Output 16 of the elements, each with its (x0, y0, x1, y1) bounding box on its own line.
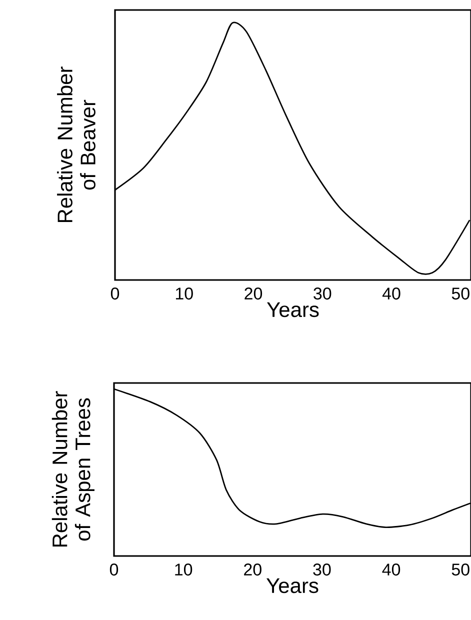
x-tick-label: 30 (313, 564, 331, 576)
y-axis-title: Relative Number of Beaver (57, 66, 96, 222)
x-tick-label: 40 (382, 288, 400, 300)
x-tick-label: 20 (244, 564, 262, 576)
y-axis-title: Relative Number of Aspen Trees (52, 391, 94, 547)
x-tick-label: 50 (452, 564, 470, 576)
x-tick-label: 10 (175, 564, 192, 576)
x-tick-label: 10 (176, 288, 193, 300)
x-tick-label: 20 (244, 288, 262, 300)
x-tick-label: 40 (382, 564, 400, 576)
x-tick-label: 30 (314, 288, 332, 300)
x-tick-label: 0 (110, 564, 118, 576)
x-axis-title: Years (266, 578, 318, 594)
x-tick-label: 50 (452, 288, 470, 300)
x-tick-label: 0 (110, 288, 120, 300)
x-axis-title: Years (266, 302, 319, 318)
